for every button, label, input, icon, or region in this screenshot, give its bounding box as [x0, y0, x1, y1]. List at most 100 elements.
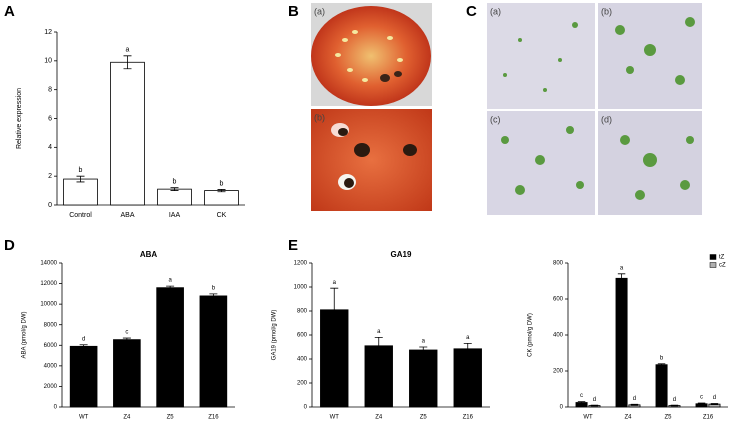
y-tick-label: 6000 — [44, 343, 58, 349]
error-bar — [670, 404, 679, 407]
y-tick-label: 600 — [297, 333, 308, 339]
photo-label: (b) — [314, 112, 325, 122]
significance-letter: a — [422, 339, 426, 345]
error-bar — [170, 187, 179, 191]
error-bar — [657, 363, 666, 366]
error-bar — [217, 189, 226, 193]
x-tick-label: ABA — [120, 212, 134, 219]
y-tick-label: 8 — [48, 87, 52, 94]
significance-letter: b — [79, 167, 83, 174]
y-tick-label: 800 — [553, 261, 564, 267]
bar — [157, 188, 192, 206]
panel-letter: D — [4, 237, 15, 254]
error-bar — [419, 346, 428, 354]
y-tick-label: 800 — [297, 309, 308, 315]
x-tick-label: Z5 — [420, 415, 428, 421]
chart-title: GA19 — [391, 250, 412, 259]
y-tick-label: 1000 — [294, 285, 308, 291]
significance-letter: a — [126, 47, 130, 54]
error-bar — [330, 287, 339, 332]
significance-letter: a — [466, 335, 470, 341]
x-tick-label: Z5 — [664, 415, 672, 421]
error-bar — [374, 337, 383, 355]
significance-letter: a — [620, 265, 624, 271]
y-axis-label: CK (pmol/g DW) — [528, 313, 534, 357]
significance-letter: b — [220, 180, 224, 187]
error-bar — [79, 344, 88, 349]
y-tick-label: 14000 — [40, 261, 57, 267]
error-bar — [590, 404, 599, 407]
y-tick-label: 600 — [553, 297, 564, 303]
significance-letter: c — [580, 393, 583, 399]
error-bar — [166, 285, 175, 290]
panel-letter: A — [4, 3, 15, 20]
photo-label: (a) — [490, 6, 501, 16]
y-tick-label: 200 — [297, 381, 308, 387]
y-axis-label: ABA (pmol/g DW) — [22, 311, 28, 358]
significance-letter: d — [713, 395, 716, 401]
bar — [655, 364, 668, 408]
significance-letter: b — [173, 179, 177, 186]
error-bar — [630, 403, 639, 406]
y-tick-label: 2000 — [44, 384, 58, 390]
error-bar — [209, 293, 218, 299]
significance-letter: d — [633, 396, 636, 402]
error-bar — [577, 401, 586, 404]
x-tick-label: Control — [69, 212, 92, 219]
x-tick-label: Z16 — [208, 415, 219, 421]
x-tick-label: WT — [79, 415, 89, 421]
error-bar — [710, 403, 719, 406]
error-bar — [617, 273, 626, 284]
x-tick-label: Z16 — [463, 415, 474, 421]
x-tick-label: WT — [330, 415, 340, 421]
legend-swatch — [709, 262, 717, 268]
x-tick-label: Z4 — [123, 415, 131, 421]
significance-letter: d — [82, 336, 85, 342]
bar — [110, 61, 145, 206]
y-tick-label: 4000 — [44, 363, 58, 369]
significance-letter: a — [377, 329, 381, 335]
y-tick-label: 12 — [44, 29, 52, 36]
bar — [199, 295, 228, 408]
significance-letter: b — [660, 355, 664, 361]
significance-letter: c — [125, 330, 128, 336]
y-tick-label: 0 — [304, 405, 308, 411]
photo-c — [487, 3, 702, 215]
x-tick-label: Z5 — [167, 415, 175, 421]
error-bar — [76, 175, 85, 183]
legend-label: tZ — [719, 255, 725, 261]
x-tick-label: Z4 — [375, 415, 383, 421]
y-tick-label: 0 — [560, 405, 564, 411]
panel-letter: B — [288, 3, 299, 20]
legend-label: cZ — [719, 263, 726, 269]
y-axis-label: GA19 (pmol/g DW) — [272, 310, 278, 361]
bar — [453, 348, 482, 408]
panel-letter: E — [288, 237, 298, 254]
photo-label: (a) — [314, 6, 325, 16]
x-tick-label: WT — [583, 415, 593, 421]
bar — [204, 190, 239, 206]
significance-letter: d — [673, 397, 676, 403]
photo-b — [311, 3, 432, 211]
bar — [63, 178, 98, 206]
photo-label: (b) — [601, 6, 612, 16]
bar — [156, 287, 184, 408]
x-tick-label: Z16 — [703, 415, 714, 421]
x-tick-label: Z4 — [624, 415, 632, 421]
y-tick-label: 2 — [48, 173, 52, 180]
error-bar — [123, 55, 132, 70]
y-tick-label: 12000 — [40, 281, 57, 287]
significance-letter: a — [333, 280, 337, 286]
x-tick-label: IAA — [169, 212, 181, 219]
photo-label: (d) — [601, 114, 612, 124]
photo-label: (c) — [490, 114, 501, 124]
bar — [615, 277, 628, 408]
chart-title: ABA — [140, 250, 158, 259]
y-tick-label: 10000 — [40, 302, 57, 308]
y-tick-label: 400 — [297, 357, 308, 363]
error-bar — [122, 337, 131, 342]
y-tick-label: 8000 — [44, 322, 58, 328]
y-tick-label: 200 — [553, 369, 564, 375]
significance-letter: a — [168, 278, 172, 284]
